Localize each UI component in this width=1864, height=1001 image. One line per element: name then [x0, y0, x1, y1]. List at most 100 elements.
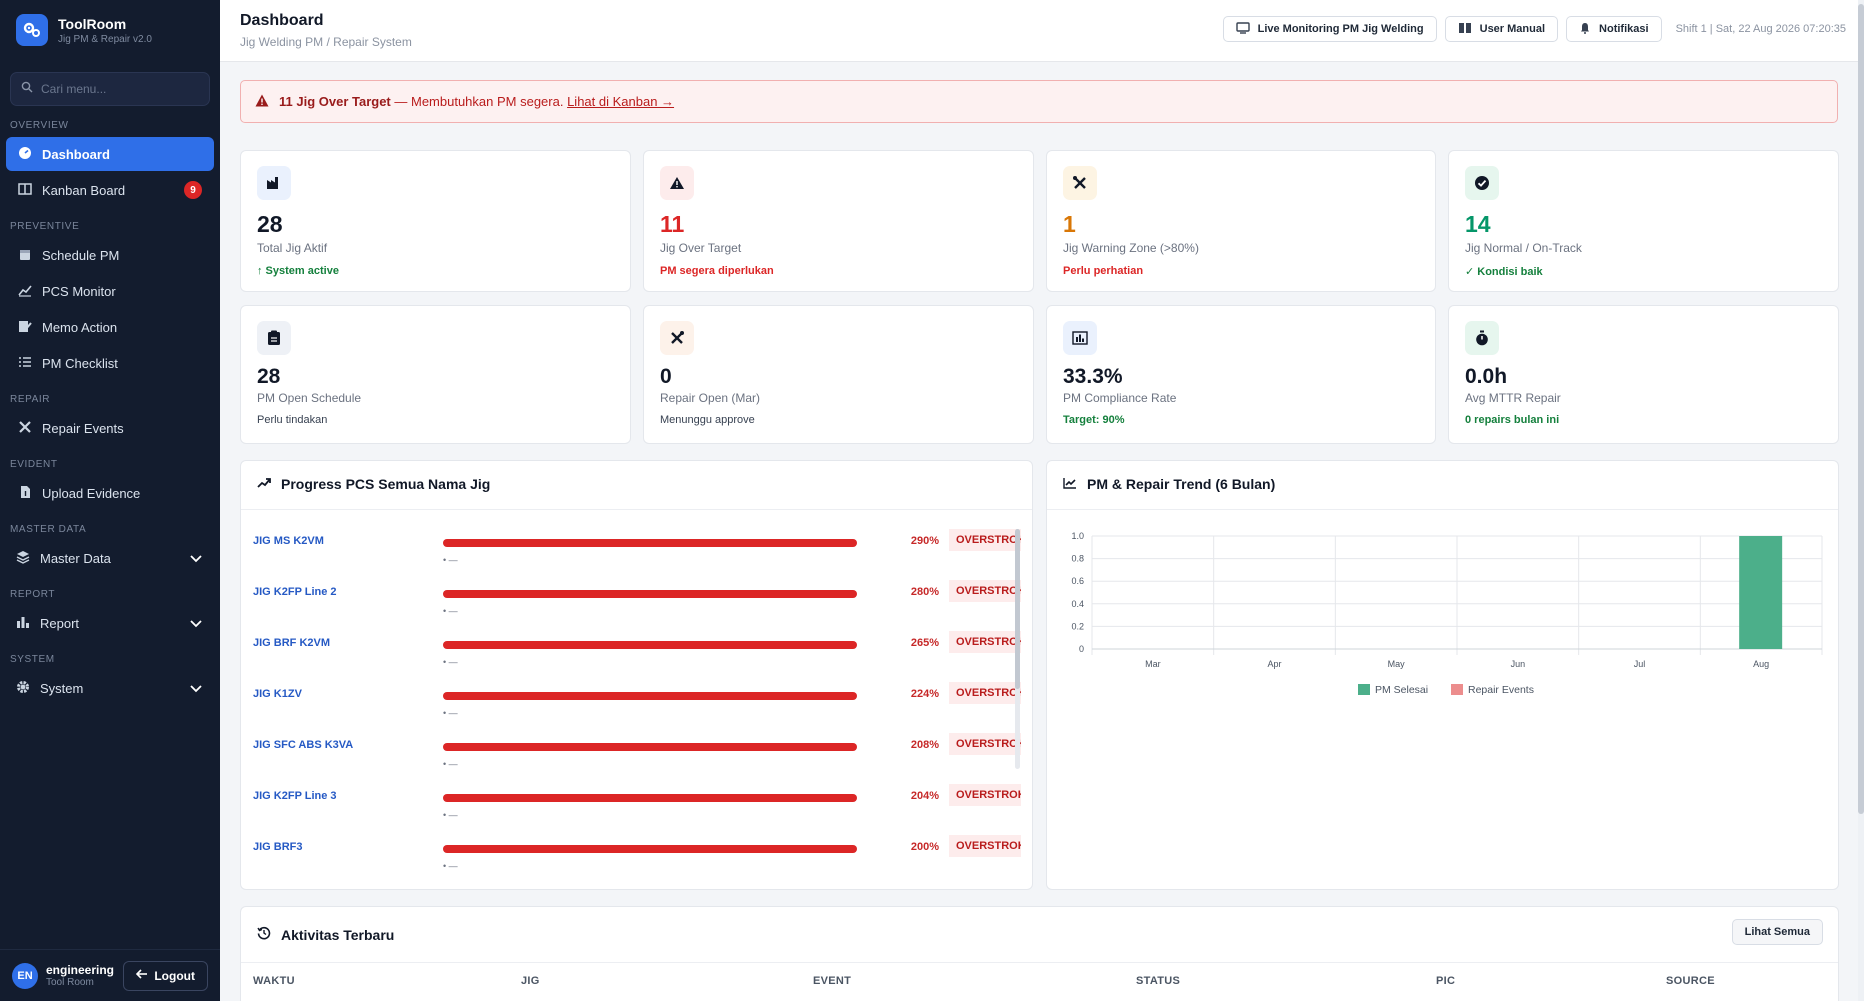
pcs-row-meta: • —: [443, 657, 458, 667]
pcs-row[interactable]: JIG K2FP Line 2 • — 280% OVERSTROKE: [253, 580, 1021, 631]
live-monitoring-label: Live Monitoring PM Jig Welding: [1257, 23, 1424, 35]
table-header-cell[interactable]: JIG: [521, 975, 540, 987]
stat-note: Perlu tindakan: [257, 414, 328, 426]
stat-note: Menunggu approve: [660, 414, 755, 426]
page-subtitle: Jig Welding PM / Repair System: [240, 35, 412, 49]
stat-note: Perlu perhatian: [1063, 265, 1144, 277]
table-header-cell[interactable]: EVENT: [813, 975, 852, 987]
jig-name-link[interactable]: JIG K2FP Line 3: [253, 790, 337, 802]
jig-name-link[interactable]: JIG K2FP Line 2: [253, 586, 337, 598]
search-input[interactable]: [41, 82, 199, 96]
pcs-list-scrollbar-thumb[interactable]: [1015, 529, 1020, 689]
logout-label: Logout: [154, 968, 195, 983]
sidebar-item-repair-events[interactable]: Repair Events: [6, 411, 214, 445]
user-footer: EN engineering Tool Room Logout: [0, 949, 220, 1001]
sidebar-item-schedule-pm[interactable]: Schedule PM: [6, 238, 214, 272]
sidebar-item-upload-evidence[interactable]: Upload Evidence: [6, 476, 214, 510]
table-header-cell[interactable]: SOURCE: [1666, 975, 1715, 987]
see-all-button[interactable]: Lihat Semua: [1731, 919, 1823, 945]
stat-label: Total Jig Aktif: [257, 241, 328, 255]
table-header-cell[interactable]: STATUS: [1136, 975, 1181, 987]
jig-name-link[interactable]: JIG SFC ABS K3VA: [253, 739, 354, 751]
pcs-progress-bar: [443, 590, 857, 598]
y-tick-label: 0.2: [1071, 621, 1084, 631]
jig-name-link[interactable]: JIG MS K2VM: [253, 535, 324, 547]
pcs-row[interactable]: JIG MS K2VM • — 290% OVERSTROKE: [253, 529, 1021, 580]
activity-panel-title-text: Aktivitas Terbaru: [281, 926, 395, 943]
pcs-row[interactable]: JIG K1ZV • — 224% OVERSTROKE: [253, 682, 1021, 733]
y-tick-label: 0.4: [1071, 599, 1084, 609]
sidebar-item-pcs-monitor[interactable]: PCS Monitor: [6, 274, 214, 308]
sidebar-item-label: PM Checklist: [42, 355, 118, 371]
pcs-row-meta: • —: [443, 606, 458, 616]
chevron-down-icon: [190, 551, 202, 566]
alert-message: 11 Jig Over Target — Membutuhkan PM sege…: [279, 94, 674, 109]
pcs-row[interactable]: JIG SFC ABS K3VA • — 208% OVERSTROKE: [253, 733, 1021, 784]
panel-divider: [241, 962, 1838, 963]
avatar[interactable]: EN: [12, 962, 38, 989]
sidebar-item-report[interactable]: Report: [6, 606, 214, 640]
sidebar-item-label: Repair Events: [42, 420, 124, 436]
pcs-row-meta: • —: [443, 861, 458, 871]
stat-note: ↑ System active: [257, 265, 339, 277]
search-box[interactable]: [10, 72, 210, 106]
live-monitoring-button[interactable]: Live Monitoring PM Jig Welding: [1222, 16, 1437, 42]
bar-pm-selesai: [1739, 536, 1783, 649]
sidebar-item-dashboard[interactable]: Dashboard: [6, 137, 214, 171]
stat-value: 11: [660, 211, 685, 237]
jig-name-link[interactable]: JIG BRF3: [253, 841, 303, 853]
pcs-row[interactable]: JIG BRF3 • — 200% OVERSTROKE: [253, 835, 1021, 886]
status-badge: OVERSTROKE: [949, 784, 1021, 806]
chevron-down-icon: [190, 616, 202, 631]
checklist-icon: [18, 355, 32, 372]
jig-name-link[interactable]: JIG BRF K2VM: [253, 637, 331, 649]
wrench-icon: [660, 321, 694, 355]
pcs-progress-bar: [443, 539, 857, 547]
sidebar-item-label: Memo Action: [42, 319, 118, 335]
jig-name-link[interactable]: JIG K1ZV: [253, 688, 302, 700]
stat-note: 0 repairs bulan ini: [1465, 414, 1560, 426]
logout-button[interactable]: Logout: [123, 960, 208, 991]
stat-value: 33.3%: [1063, 365, 1123, 388]
pcs-percent: 290%: [910, 535, 939, 547]
notification-button[interactable]: Notifikasi: [1566, 16, 1662, 42]
legend-swatch: [1358, 684, 1370, 695]
sidebar-item-master-data[interactable]: Master Data: [6, 541, 214, 575]
brand[interactable]: ToolRoom Jig PM & Repair v2.0: [0, 0, 220, 60]
pcs-list-scrollbar[interactable]: [1015, 529, 1020, 769]
alert-kanban-link[interactable]: Lihat di Kanban →: [567, 94, 675, 109]
sidebar: ToolRoom Jig PM & Repair v2.0 OVERVIEW D…: [0, 0, 220, 1001]
page-scrollbar[interactable]: [1858, 0, 1864, 1001]
stat-label: Repair Open (Mar): [660, 391, 761, 405]
pcs-percent: 204%: [910, 790, 939, 802]
status-badge: OVERSTROKE: [949, 835, 1021, 857]
layers-icon: [16, 550, 30, 567]
section-label-system: SYSTEM: [10, 654, 55, 665]
pcs-row[interactable]: JIG K2FP Line 3 • — 204% OVERSTROKE: [253, 784, 1021, 835]
section-label-preventive: PREVENTIVE: [10, 221, 80, 232]
table-header-cell[interactable]: WAKTU: [253, 975, 295, 987]
section-label-repair: REPAIR: [10, 394, 51, 405]
stat-card-repair-open: 0 Repair Open (Mar) Menunggu approve: [643, 305, 1034, 444]
sidebar-item-kanban[interactable]: Kanban Board 9: [6, 173, 214, 207]
sidebar-item-memo-action[interactable]: Memo Action: [6, 310, 214, 344]
kanban-count-badge: 9: [184, 181, 202, 199]
stat-card-over-target: 11 Jig Over Target PM segera diperlukan: [643, 150, 1034, 292]
table-header-cell[interactable]: PIC: [1436, 975, 1456, 987]
alert-text: — Membutuhkan PM segera.: [390, 94, 568, 109]
stat-label: Jig Normal / On-Track: [1465, 241, 1582, 255]
pcs-row[interactable]: JIG BRF K2VM • — 265% OVERSTROKE: [253, 631, 1021, 682]
sidebar-item-label: Master Data: [40, 550, 111, 566]
stat-value: 0: [660, 365, 672, 388]
pcs-percent: 265%: [910, 637, 939, 649]
user-manual-button[interactable]: User Manual: [1444, 16, 1559, 42]
trending-up-icon: [257, 476, 271, 492]
stat-note: ✓ Kondisi baik: [1465, 266, 1543, 278]
page-scrollbar-thumb[interactable]: [1858, 4, 1864, 814]
sidebar-item-label: Upload Evidence: [42, 485, 141, 501]
y-tick-label: 0.8: [1071, 554, 1084, 564]
section-label-report: REPORT: [10, 589, 56, 600]
sidebar-item-system[interactable]: System: [6, 671, 214, 705]
logout-icon: [136, 968, 148, 983]
sidebar-item-pm-checklist[interactable]: PM Checklist: [6, 346, 214, 380]
